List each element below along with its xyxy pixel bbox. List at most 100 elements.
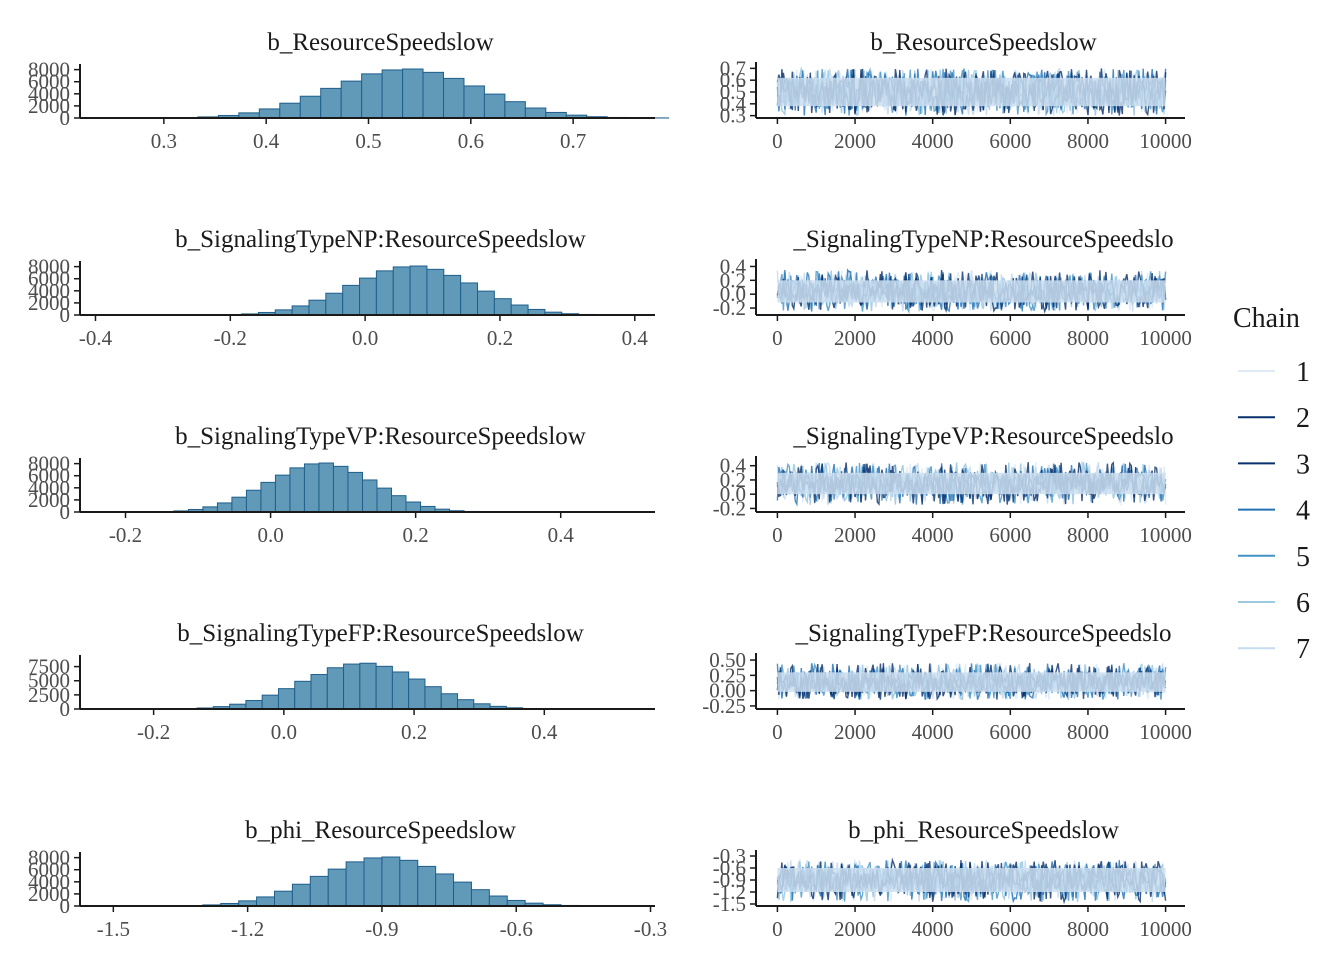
- y-tick-label: 8000: [28, 452, 70, 476]
- histogram-bar: [232, 497, 247, 512]
- histogram-bar: [458, 700, 474, 709]
- panel-title: _SignalingTypeFP:ResourceSpeedslo: [794, 620, 1171, 647]
- x-tick-label: 10000: [1139, 720, 1192, 744]
- legend-label: 5: [1296, 542, 1310, 573]
- histogram-bar: [376, 271, 393, 315]
- histogram-bar: [295, 681, 311, 709]
- histogram-bar: [300, 96, 320, 118]
- x-tick-label: 0.4: [253, 129, 280, 153]
- x-tick-label: 4000: [912, 917, 954, 941]
- panel-title: b_ResourceSpeedslow: [267, 29, 493, 56]
- histogram-bar: [393, 267, 410, 315]
- x-tick-label: 0.4: [622, 326, 649, 350]
- y-tick-label: 7500: [28, 655, 70, 679]
- y-tick-label: 0.50: [709, 648, 746, 672]
- x-tick-label: 4000: [912, 720, 954, 744]
- y-tick-label: 8000: [28, 255, 70, 279]
- x-tick-label: 0: [772, 129, 783, 153]
- histogram-bar: [441, 694, 457, 709]
- y-tick-label: -0.3: [713, 844, 746, 868]
- histogram-bar: [259, 109, 279, 118]
- histogram-bar: [321, 88, 341, 118]
- x-tick-label: 4000: [912, 326, 954, 350]
- x-tick-label: 10000: [1139, 917, 1192, 941]
- x-tick-label: 10000: [1139, 326, 1192, 350]
- histogram-bar: [333, 466, 348, 512]
- histogram-bar: [410, 266, 427, 315]
- histogram-bar: [275, 475, 290, 512]
- histogram-bar: [309, 300, 326, 315]
- x-tick-label: 8000: [1067, 326, 1109, 350]
- panel-title: b_SignalingTypeVP:ResourceSpeedslow: [175, 423, 586, 450]
- histogram-bar: [348, 472, 363, 512]
- x-tick-label: -1.2: [231, 917, 264, 941]
- histogram-bar: [400, 860, 418, 906]
- histogram-bar: [376, 666, 392, 709]
- histogram-bar: [327, 668, 343, 709]
- x-tick-label: -1.5: [97, 917, 130, 941]
- x-tick-label: 0: [772, 720, 783, 744]
- histogram-bar: [326, 293, 343, 315]
- x-tick-label: -0.4: [79, 326, 113, 350]
- x-tick-label: 0.2: [487, 326, 513, 350]
- histogram-bar: [454, 882, 472, 906]
- legend-label: 4: [1296, 496, 1310, 527]
- histogram-bar: [362, 480, 377, 512]
- histogram-bar: [425, 687, 441, 709]
- histogram-bar: [341, 81, 361, 118]
- x-tick-label: 8000: [1067, 129, 1109, 153]
- x-tick-label: 8000: [1067, 720, 1109, 744]
- panel-title: b_phi_ResourceSpeedslow: [245, 817, 516, 844]
- histogram-bar: [292, 306, 309, 315]
- x-tick-label: 6000: [989, 917, 1031, 941]
- histogram-bar: [427, 269, 444, 315]
- histogram-bar: [525, 108, 545, 118]
- histogram-bar: [423, 72, 443, 118]
- x-tick-label: 0.0: [257, 523, 283, 547]
- y-tick-label: 0.7: [720, 56, 746, 80]
- x-tick-label: 8000: [1067, 917, 1109, 941]
- trace-density-band: [777, 473, 1165, 494]
- histogram-bar: [377, 488, 392, 512]
- x-tick-label: 2000: [834, 720, 876, 744]
- panel-title: _SignalingTypeVP:ResourceSpeedslo: [792, 423, 1173, 450]
- x-tick-label: -0.9: [365, 917, 398, 941]
- legend-label: 7: [1296, 634, 1310, 665]
- histogram-bar: [344, 664, 360, 709]
- histogram-bar: [494, 299, 511, 315]
- x-tick-label: -0.3: [634, 917, 667, 941]
- panel-title: b_SignalingTypeNP:ResourceSpeedslow: [175, 226, 586, 253]
- histogram-bar: [311, 675, 327, 709]
- legend-label: 3: [1296, 449, 1310, 480]
- histogram-bar: [461, 283, 478, 315]
- histogram-bar: [511, 305, 528, 315]
- x-tick-label: 6000: [989, 129, 1031, 153]
- histogram-bar: [406, 502, 421, 512]
- histogram-bar: [328, 869, 346, 906]
- density-panel: b_phi_ResourceSpeedslow -1.5 -1.2 -0.9 -0.6 -…: [28, 817, 667, 941]
- density-panel: b_SignalingTypeVP:ResourceSpeedslow -0.2 0…: [28, 423, 655, 547]
- x-tick-label: -0.6: [500, 917, 533, 941]
- legend-label: 1: [1296, 357, 1310, 388]
- trace-density-band: [777, 868, 1165, 892]
- x-tick-label: 6000: [989, 326, 1031, 350]
- x-tick-label: -0.2: [109, 523, 142, 547]
- x-tick-label: 0.6: [458, 129, 484, 153]
- x-tick-label: 0.4: [531, 720, 558, 744]
- trace-panel: _SignalingTypeFP:ResourceSpeedslo 0 2000 40…: [702, 620, 1192, 744]
- histogram-bar: [304, 464, 319, 512]
- x-tick-label: 0.2: [403, 523, 429, 547]
- x-tick-label: 2000: [834, 326, 876, 350]
- histogram-bar: [343, 285, 360, 315]
- panel-title: b_phi_ResourceSpeedslow: [848, 817, 1119, 844]
- trace-density-band: [777, 280, 1165, 302]
- histogram-bar: [310, 876, 328, 906]
- trace-density-band: [777, 672, 1165, 692]
